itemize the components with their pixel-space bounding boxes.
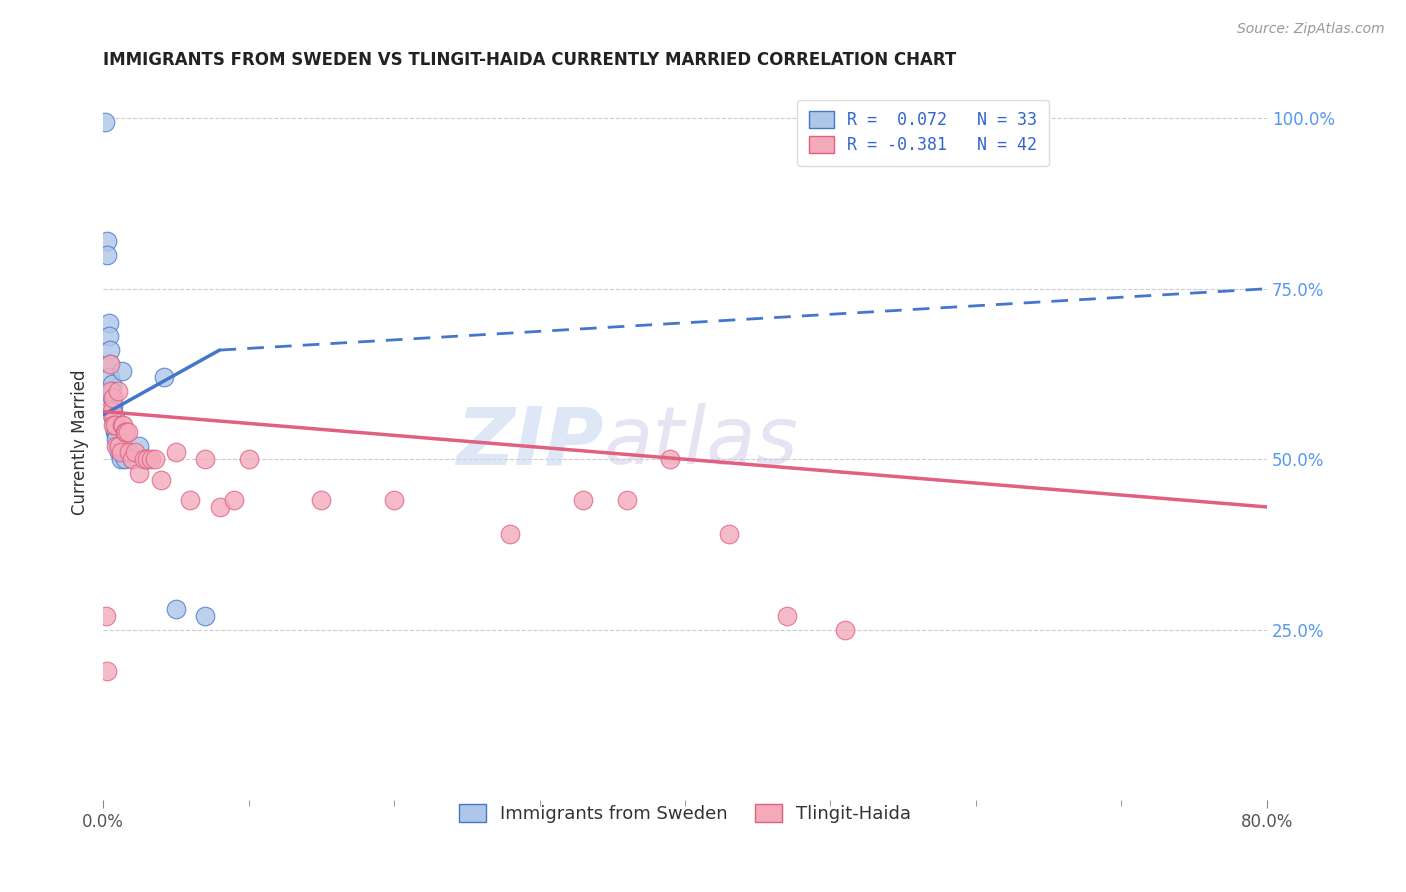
Point bbox=[717, 527, 740, 541]
Point bbox=[103, 391, 125, 405]
Point bbox=[101, 391, 124, 405]
Point bbox=[124, 445, 146, 459]
Point bbox=[97, 329, 120, 343]
Point bbox=[132, 452, 155, 467]
Point bbox=[114, 452, 136, 467]
Point bbox=[100, 357, 122, 371]
Point bbox=[194, 609, 217, 624]
Point bbox=[110, 445, 132, 459]
Point bbox=[135, 452, 157, 467]
Point bbox=[115, 445, 138, 459]
Point bbox=[114, 425, 136, 439]
Point bbox=[104, 418, 127, 433]
Point bbox=[208, 500, 231, 514]
Point bbox=[108, 445, 131, 459]
Point bbox=[115, 425, 138, 439]
Point bbox=[111, 418, 134, 433]
Point bbox=[101, 377, 124, 392]
Point bbox=[112, 418, 135, 433]
Text: ZIP: ZIP bbox=[456, 403, 603, 481]
Point bbox=[165, 602, 187, 616]
Point bbox=[108, 439, 131, 453]
Point bbox=[659, 452, 682, 467]
Point bbox=[103, 411, 125, 425]
Point bbox=[139, 452, 162, 467]
Point bbox=[100, 343, 122, 357]
Point bbox=[165, 445, 187, 459]
Point bbox=[100, 370, 122, 384]
Point bbox=[96, 247, 118, 261]
Point bbox=[382, 493, 405, 508]
Point bbox=[222, 493, 245, 508]
Point bbox=[118, 445, 141, 459]
Point bbox=[311, 493, 333, 508]
Point bbox=[179, 493, 201, 508]
Point bbox=[153, 370, 176, 384]
Point bbox=[499, 527, 522, 541]
Text: Source: ZipAtlas.com: Source: ZipAtlas.com bbox=[1237, 22, 1385, 37]
Point bbox=[103, 398, 125, 412]
Point bbox=[145, 452, 167, 467]
Point bbox=[128, 439, 150, 453]
Point bbox=[107, 439, 129, 453]
Point bbox=[101, 384, 124, 398]
Point bbox=[111, 363, 134, 377]
Point bbox=[118, 445, 141, 459]
Point bbox=[104, 425, 127, 439]
Point bbox=[101, 404, 124, 418]
Point bbox=[105, 425, 128, 439]
Y-axis label: Currently Married: Currently Married bbox=[72, 369, 89, 515]
Point bbox=[107, 439, 129, 453]
Point bbox=[128, 466, 150, 480]
Point bbox=[105, 439, 128, 453]
Text: atlas: atlas bbox=[603, 403, 799, 481]
Point bbox=[104, 411, 127, 425]
Text: IMMIGRANTS FROM SWEDEN VS TLINGIT-HAIDA CURRENTLY MARRIED CORRELATION CHART: IMMIGRANTS FROM SWEDEN VS TLINGIT-HAIDA … bbox=[103, 51, 956, 69]
Point bbox=[834, 623, 856, 637]
Point bbox=[776, 609, 799, 624]
Point bbox=[94, 609, 117, 624]
Point bbox=[103, 404, 125, 418]
Point bbox=[117, 425, 139, 439]
Point bbox=[572, 493, 595, 508]
Point bbox=[238, 452, 260, 467]
Point bbox=[107, 384, 129, 398]
Point bbox=[93, 114, 115, 128]
Point bbox=[135, 452, 157, 467]
Point bbox=[194, 452, 217, 467]
Legend: Immigrants from Sweden, Tlingit-Haida: Immigrants from Sweden, Tlingit-Haida bbox=[447, 793, 922, 834]
Point bbox=[121, 452, 143, 467]
Point bbox=[121, 452, 143, 467]
Point bbox=[97, 316, 120, 330]
Point bbox=[96, 234, 118, 248]
Point bbox=[150, 473, 173, 487]
Point bbox=[100, 357, 122, 371]
Point bbox=[96, 664, 118, 678]
Point bbox=[105, 432, 128, 446]
Point bbox=[110, 452, 132, 467]
Point bbox=[616, 493, 638, 508]
Point bbox=[103, 418, 125, 433]
Point bbox=[100, 384, 122, 398]
Point bbox=[104, 418, 127, 433]
Point bbox=[97, 404, 120, 418]
